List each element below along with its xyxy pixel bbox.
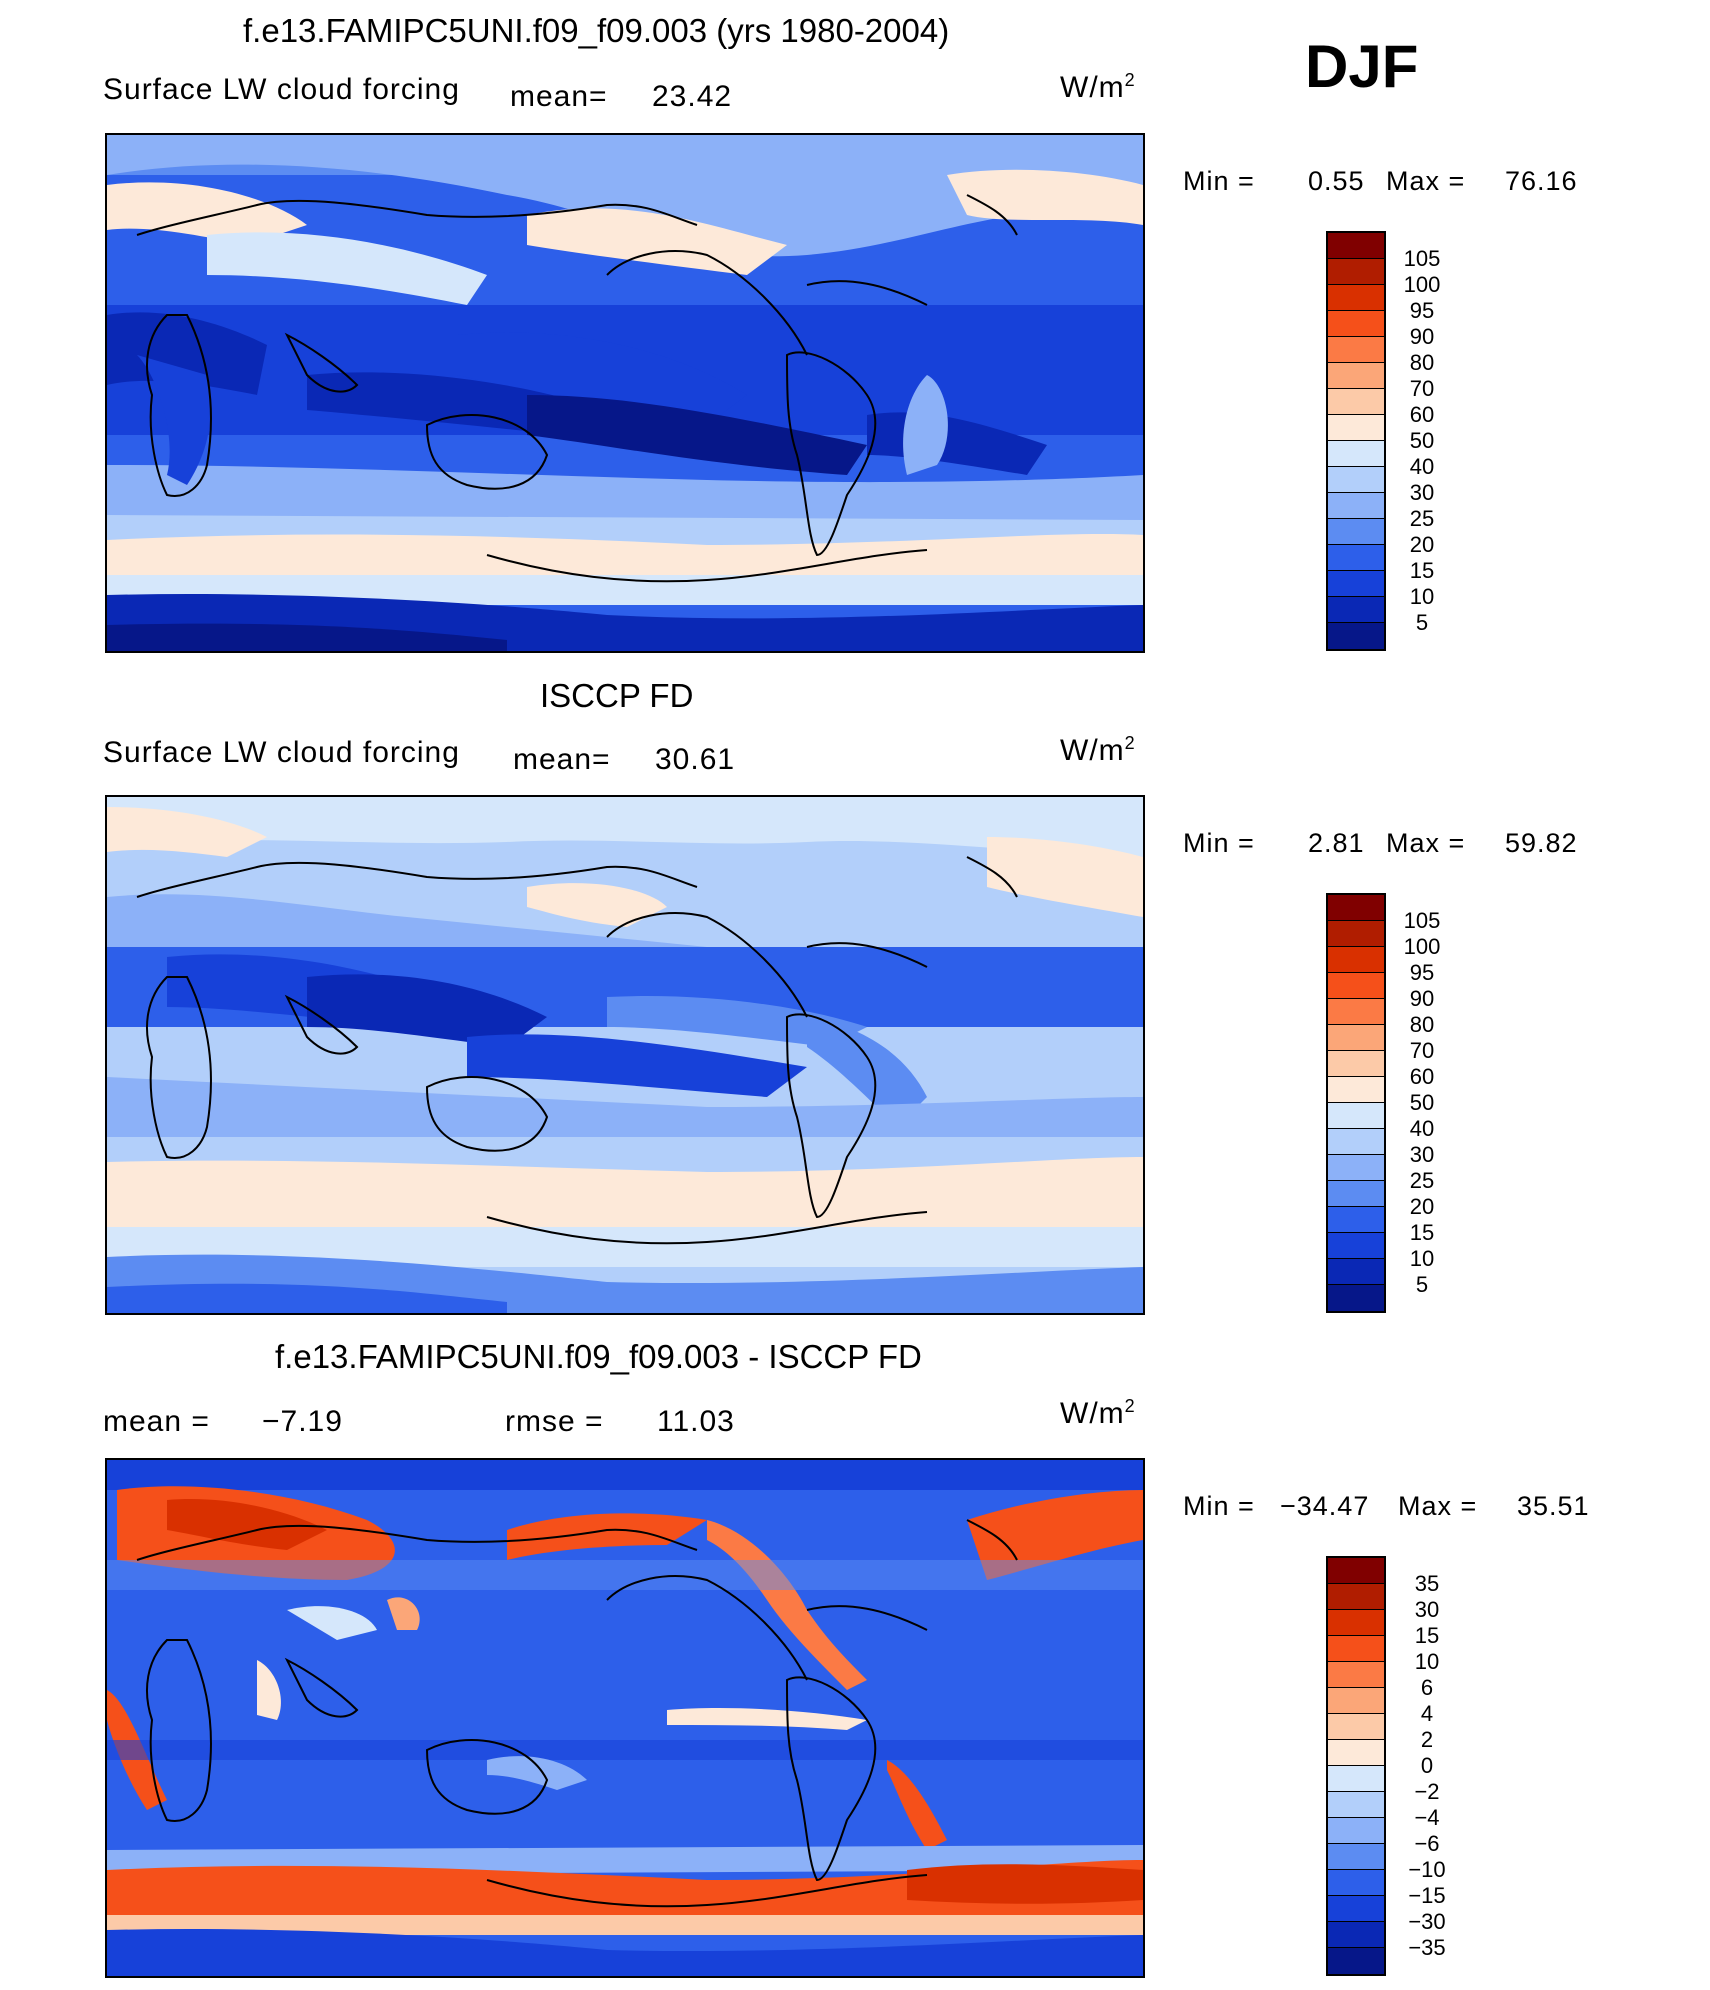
panel2-units: W/m2	[1060, 733, 1136, 767]
panel1-min-value: 0.55	[1308, 166, 1365, 196]
panel3-map-svg	[107, 1460, 1143, 1976]
cb2-label: 100	[1403, 934, 1441, 959]
panel3-title: f.e13.FAMIPC5UNI.f09_f09.003 - ISCCP FD	[275, 1338, 922, 1375]
panel1-map	[105, 133, 1145, 653]
cb3-label: 6	[1420, 1675, 1434, 1700]
cb3-label: −15	[1408, 1883, 1446, 1908]
cb1-label: 60	[1409, 402, 1435, 427]
cb3-label: 2	[1420, 1727, 1434, 1752]
cb1-label: 10	[1409, 584, 1435, 609]
cb2-label: 70	[1409, 1038, 1435, 1063]
cb3-label: −6	[1414, 1831, 1440, 1856]
cb2-label: 25	[1409, 1168, 1435, 1193]
panel3-mean-label: mean =	[103, 1405, 210, 1438]
panel2-max-label: Max =	[1386, 828, 1466, 858]
cb2-label: 90	[1409, 986, 1435, 1011]
cb3-label: −4	[1414, 1805, 1440, 1830]
cb1-label: 15	[1409, 558, 1435, 583]
cb2-label: 40	[1409, 1116, 1435, 1141]
cb1-label: 70	[1409, 376, 1435, 401]
panel3-rmse-value: 11.03	[657, 1405, 735, 1438]
cb2-label: 5	[1415, 1272, 1429, 1297]
cb3-label: −30	[1408, 1909, 1446, 1934]
cb1-label: 20	[1409, 532, 1435, 557]
cb3-label: 10	[1414, 1649, 1440, 1674]
cb2-label: 15	[1409, 1220, 1435, 1245]
panel2-colorbar	[1326, 893, 1386, 1313]
panel1-colorbar	[1326, 231, 1386, 651]
panel2-mean-label: mean=	[513, 743, 611, 776]
panel3-min-value: −34.47	[1280, 1491, 1370, 1521]
panel1-units: W/m2	[1060, 70, 1136, 104]
cb1-label: 5	[1415, 610, 1429, 635]
cb2-label: 95	[1409, 960, 1435, 985]
panel3-max-label: Max =	[1398, 1491, 1478, 1521]
cb2-label: 20	[1409, 1194, 1435, 1219]
panel2-min-label: Min =	[1183, 828, 1255, 858]
panel1-min-label: Min =	[1183, 166, 1255, 196]
cb1-label: 95	[1409, 298, 1435, 323]
cb1-label: 50	[1409, 428, 1435, 453]
panel3-map	[105, 1458, 1145, 1978]
season-label: DJF	[1305, 33, 1419, 100]
cb3-label: −35	[1408, 1935, 1446, 1960]
cb3-label: −10	[1408, 1857, 1446, 1882]
cb2-label: 30	[1409, 1142, 1435, 1167]
cb1-label: 30	[1409, 480, 1435, 505]
panel1-mean-label: mean=	[510, 80, 608, 113]
panel3-rmse-label: rmse =	[505, 1405, 604, 1438]
panel3-colorbar	[1326, 1556, 1386, 1976]
cb1-label: 40	[1409, 454, 1435, 479]
cb2-label: 10	[1409, 1246, 1435, 1271]
panel1-map-svg	[107, 135, 1143, 651]
panel3-max-value: 35.51	[1517, 1491, 1590, 1521]
cb1-label: 80	[1409, 350, 1435, 375]
panel2-title: ISCCP FD	[540, 677, 694, 714]
cb1-label: 105	[1403, 246, 1441, 271]
panel1-mean-value: 23.42	[652, 80, 733, 113]
cb2-label: 50	[1409, 1090, 1435, 1115]
panel1-max-label: Max =	[1386, 166, 1466, 196]
panel2-map	[105, 795, 1145, 1315]
panel2-max-value: 59.82	[1505, 828, 1578, 858]
cb3-label: 4	[1420, 1701, 1434, 1726]
cb2-label: 80	[1409, 1012, 1435, 1037]
cb3-label: 35	[1414, 1571, 1440, 1596]
panel2-mean-value: 30.61	[655, 743, 736, 776]
cb2-label: 105	[1403, 908, 1441, 933]
cb1-label: 25	[1409, 506, 1435, 531]
panel2-min-value: 2.81	[1308, 828, 1365, 858]
cb3-label: 15	[1414, 1623, 1440, 1648]
panel3-mean-value: −7.19	[262, 1405, 343, 1438]
cb2-label: 60	[1409, 1064, 1435, 1089]
panel2-variable-label: Surface LW cloud forcing	[103, 736, 460, 769]
panel1-max-value: 76.16	[1505, 166, 1578, 196]
cb3-label: 0	[1420, 1753, 1434, 1778]
panel1-variable-label: Surface LW cloud forcing	[103, 73, 460, 106]
cb1-label: 90	[1409, 324, 1435, 349]
panel1-title: f.e13.FAMIPC5UNI.f09_f09.003 (yrs 1980-2…	[243, 12, 950, 49]
panel3-min-label: Min =	[1183, 1491, 1255, 1521]
cb1-label: 100	[1403, 272, 1441, 297]
panel3-units: W/m2	[1060, 1396, 1136, 1430]
panel2-map-svg	[107, 797, 1143, 1313]
cb3-label: −2	[1414, 1779, 1440, 1804]
cb3-label: 30	[1414, 1597, 1440, 1622]
